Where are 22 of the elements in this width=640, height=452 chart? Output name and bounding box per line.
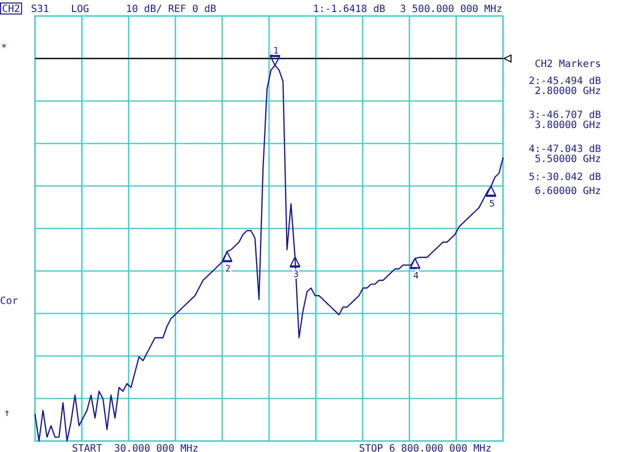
text: 5.50000 GHz [534,154,601,165]
annotation: 1 [273,46,279,56]
text: Cor [0,296,18,307]
text: 3 500.000 000 MHz [400,4,502,15]
text: 1:-1.6418 dB [313,4,386,15]
text: * [1,43,8,54]
text: 10 dB/ REF 0 dB [126,4,216,15]
text: 2.80000 GHz [534,86,601,97]
text: S31 [31,4,50,15]
text: 3.80000 GHz [534,120,601,131]
text: 6.60000 GHz [534,186,601,197]
text: 5:-30.042 dB [528,172,601,183]
text: STOP 6 800.000 000 MHz [359,444,492,452]
text: CH2 Markers [534,59,601,70]
annotation: 4 [413,272,419,282]
text: START 30.000 000 MHz [72,444,198,452]
text: ↑ [4,408,10,419]
text: 2:-45.494 dB [528,76,601,87]
annotation: 5 [489,199,495,210]
text: LOG [71,4,90,15]
text: 3:-46.707 dB [528,110,601,121]
text: 4:-47.043 dB [528,144,601,155]
